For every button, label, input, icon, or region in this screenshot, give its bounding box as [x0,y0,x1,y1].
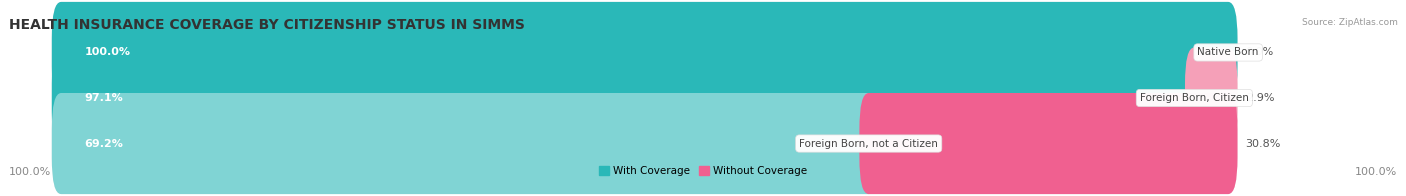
FancyBboxPatch shape [1185,47,1237,149]
FancyBboxPatch shape [859,93,1237,194]
Text: HEALTH INSURANCE COVERAGE BY CITIZENSHIP STATUS IN SIMMS: HEALTH INSURANCE COVERAGE BY CITIZENSHIP… [8,18,524,32]
Text: 2.9%: 2.9% [1246,93,1274,103]
Text: Native Born: Native Born [1198,47,1258,57]
Text: Foreign Born, not a Citizen: Foreign Born, not a Citizen [799,139,938,149]
Text: 97.1%: 97.1% [84,93,124,103]
FancyBboxPatch shape [52,47,1237,149]
Text: 100.0%: 100.0% [1355,167,1398,177]
Text: 69.2%: 69.2% [84,139,124,149]
Text: 100.0%: 100.0% [84,47,131,57]
FancyBboxPatch shape [52,93,879,194]
FancyBboxPatch shape [52,47,1204,149]
Text: 30.8%: 30.8% [1246,139,1281,149]
Text: Source: ZipAtlas.com: Source: ZipAtlas.com [1302,18,1398,27]
Legend: With Coverage, Without Coverage: With Coverage, Without Coverage [595,162,811,181]
Text: 100.0%: 100.0% [8,167,51,177]
Text: 0.0%: 0.0% [1246,47,1274,57]
Text: Foreign Born, Citizen: Foreign Born, Citizen [1140,93,1249,103]
FancyBboxPatch shape [52,2,1237,103]
FancyBboxPatch shape [52,2,1237,103]
FancyBboxPatch shape [52,93,1237,194]
